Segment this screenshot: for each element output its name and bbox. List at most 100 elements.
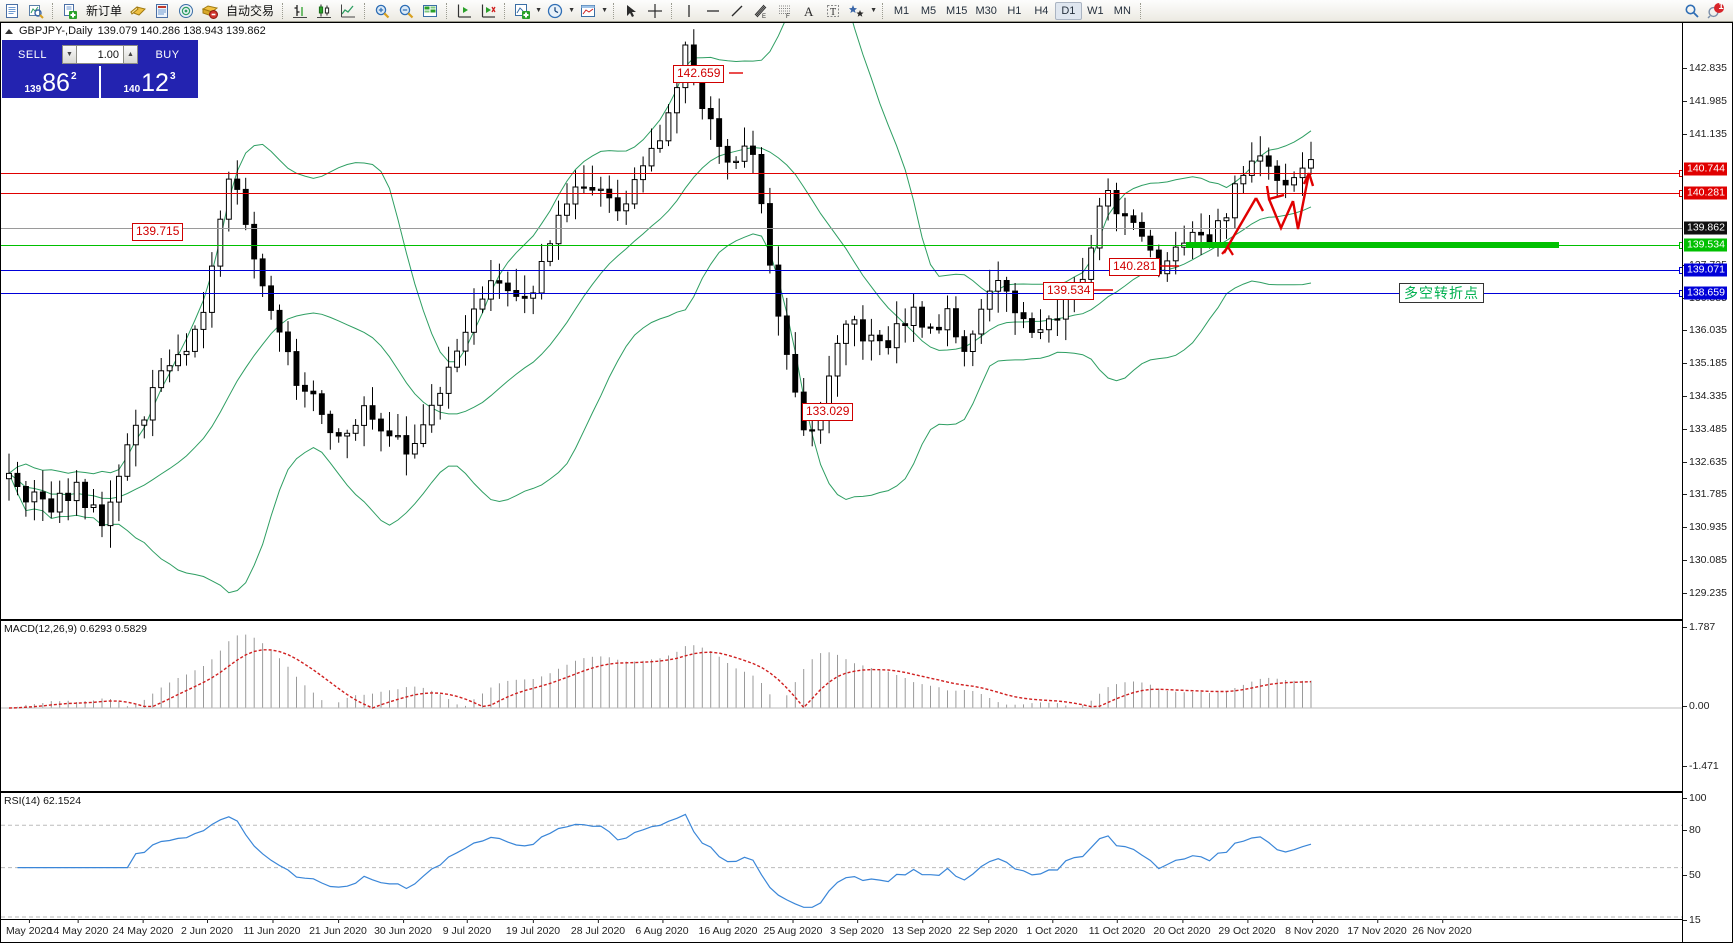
time-tick: 16 Aug 2020 [698,919,758,937]
price-tick: 131.785 [1683,488,1727,500]
buy-price-display[interactable]: 140 12 3 [99,66,198,98]
shapes-icon[interactable] [846,1,868,21]
price-badge[interactable]: 140.744 [1684,162,1727,176]
templates-icon[interactable] [577,1,599,21]
period-m30[interactable]: M30 [975,4,997,17]
sell-price-pip: 2 [70,71,77,82]
price-tick: 141.985 [1683,95,1727,107]
price-badge[interactable]: 139.862 [1684,221,1727,235]
line-chart-icon[interactable] [337,1,359,21]
support-zone-marker[interactable] [1186,242,1559,248]
time-tick: 1 Oct 2020 [1026,919,1078,937]
text-icon[interactable]: A [798,1,820,21]
period-h4[interactable]: H4 [1034,4,1049,17]
chart-shift-icon[interactable] [453,1,475,21]
buy-button[interactable]: BUY [140,45,195,64]
time-tick: 30 Jun 2020 [374,919,432,937]
price-pane[interactable]: 142.659 139.715 140.281 139.534 133.029 … [1,23,1686,618]
macd-pane[interactable]: MACD(12,26,9) 0.6293 0.5829 [1,619,1682,789]
price-badge[interactable]: 139.534 [1684,238,1727,252]
rsi-tick: 100 [1683,792,1707,804]
navigator-icon[interactable] [175,1,197,21]
sell-button[interactable]: SELL [5,45,60,64]
period-mn[interactable]: MN [1113,4,1131,17]
zoom-in-icon[interactable] [371,1,393,21]
expert-advisors-icon[interactable] [127,1,149,21]
annotation-139715[interactable]: 139.715 [132,223,184,241]
buy-price-prefix: 140 [123,84,141,95]
zoom-out-icon[interactable] [395,1,417,21]
collapse-triangle-icon[interactable] [5,28,13,34]
price-tick: 135.185 [1683,357,1727,369]
lot-decrement-button[interactable]: ▼ [62,45,77,64]
rsi-pane[interactable]: RSI(14) 62.1524 [1,791,1682,938]
sell-price-display[interactable]: 139 86 2 [2,66,99,98]
toolbar-divider-6 [613,2,615,19]
one-click-trading-panel[interactable]: SELL ▼ 1.00 ▲ BUY 139 86 2 140 12 3 [2,40,198,98]
time-tick: 19 Jul 2020 [505,919,561,937]
shapes-chevron-down-icon[interactable]: ▼ [870,7,877,14]
price-tick: 130.935 [1683,521,1727,533]
price-tick: 136.035 [1683,324,1727,336]
annotation-142659[interactable]: 142.659 [673,65,725,83]
auto-scroll-icon[interactable] [477,1,499,21]
toolbar-divider [52,2,54,19]
add-indicator-chevron-down-icon[interactable]: ▼ [535,7,542,14]
crosshair-icon[interactable] [644,1,666,21]
annotation-turning-point[interactable]: 多空转折点 [1399,283,1484,303]
time-tick: 20 Oct 2020 [1153,919,1211,937]
periods-icon[interactable] [544,1,566,21]
alerts-icon[interactable]: 1 [1705,1,1727,21]
lot-size-stepper[interactable]: ▼ 1.00 ▲ [62,45,138,64]
time-axis[interactable]: May 2020 14 May 2020 24 May 2020 2 Jun 2020… [1,919,1682,942]
price-badge[interactable]: 139.071 [1684,263,1727,277]
chart-window[interactable]: GBPJPY-,Daily 139.079 140.286 138.943 13… [0,22,1733,943]
cursor-icon[interactable] [620,1,642,21]
add-indicator-icon[interactable] [511,1,533,21]
profiles-icon[interactable] [25,1,47,21]
lot-increment-button[interactable]: ▲ [123,45,138,64]
candlestick-chart-icon[interactable] [313,1,335,21]
autotrading-label[interactable]: 自动交易 [226,4,275,18]
price-axis[interactable]: 142.835141.985141.135137.735136.885136.0… [1682,23,1732,942]
templates-chevron-down-icon[interactable]: ▼ [601,7,608,14]
period-w1[interactable]: W1 [1087,4,1104,17]
toolbar-divider-3 [364,2,366,19]
price-badge[interactable]: 138.659 [1684,286,1727,300]
period-m15[interactable]: M15 [946,4,968,17]
time-tick: 21 Jun 2020 [309,919,367,937]
search-icon[interactable] [1681,1,1703,21]
period-m1[interactable]: M1 [893,4,910,17]
new-order-label[interactable]: 新订单 [86,4,123,18]
period-d1[interactable]: D1 [1054,1,1082,20]
bar-chart-icon[interactable] [289,1,311,21]
chart-window-icon[interactable] [419,1,441,21]
main-toolbar: 新订单 [0,0,1733,22]
period-h1[interactable]: H1 [1007,4,1022,17]
new-order-icon[interactable] [59,1,81,21]
fibonacci-icon[interactable]: F [774,1,796,21]
trendline-icon[interactable] [726,1,748,21]
periods-chevron-down-icon[interactable]: ▼ [568,7,575,14]
price-tick: 130.085 [1683,554,1727,566]
annotation-139534[interactable]: 139.534 [1043,282,1095,300]
macd-canvas [1,634,1682,709]
time-tick: 29 Oct 2020 [1218,919,1276,937]
price-badge[interactable]: 140.281 [1684,186,1727,200]
annotation-133029[interactable]: 133.029 [802,403,854,421]
time-tick: 6 Aug 2020 [635,919,689,937]
new-chart-icon[interactable] [1,1,23,21]
toolbar-divider-8 [882,2,884,19]
toolbar-divider-2 [282,2,284,19]
lot-size-input[interactable]: 1.00 [77,45,123,64]
vertical-line-icon[interactable] [678,1,700,21]
time-tick: 14 May 2020 [47,919,109,937]
rsi-tick: 15 [1683,914,1701,926]
equidistant-channel-icon[interactable]: E [750,1,772,21]
horizontal-line-icon[interactable] [702,1,724,21]
annotation-140281[interactable]: 140.281 [1109,258,1161,276]
autotrading-icon[interactable] [199,1,221,21]
period-m5[interactable]: M5 [920,4,937,17]
text-label-icon[interactable]: T [822,1,844,21]
data-window-icon[interactable] [151,1,173,21]
